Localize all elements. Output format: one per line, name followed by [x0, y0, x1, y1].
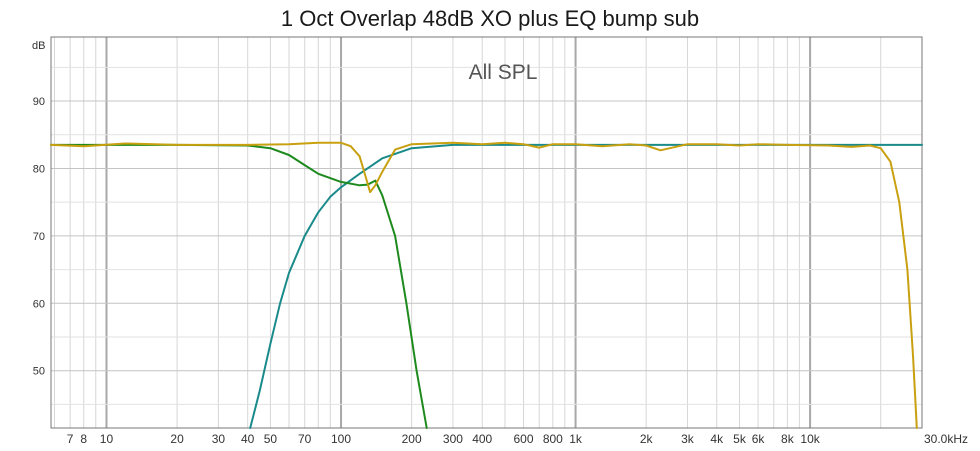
- y-tick-label: 60: [33, 298, 45, 310]
- x-tick-label: 600: [514, 432, 534, 446]
- x-tick-label: 30: [212, 432, 226, 446]
- x-tick-label: 7: [67, 432, 74, 446]
- chart-subtitle: All SPL: [469, 61, 538, 84]
- y-tick-label: 80: [33, 163, 45, 175]
- series-line: [249, 143, 923, 429]
- x-tick-label: 8: [80, 432, 87, 446]
- y-axis-label: dB: [32, 40, 45, 52]
- plot-frame: [50, 36, 923, 429]
- grid: [51, 37, 923, 428]
- x-tick-label: 10: [100, 432, 114, 446]
- x-tick-label: 8k: [781, 432, 795, 446]
- x-tick-label: 1k: [569, 432, 583, 446]
- series-line: [50, 141, 918, 429]
- x-tick-label: 70: [298, 432, 312, 446]
- x-tick-label: 2k: [640, 432, 654, 446]
- x-tick-label: 3k: [681, 432, 695, 446]
- x-tick-label: 10k: [800, 432, 820, 446]
- x-tick-label: 400: [472, 432, 492, 446]
- x-tick-label: 4k: [710, 432, 724, 446]
- x-tick-label: 40: [241, 432, 255, 446]
- y-tick-label: 50: [33, 366, 45, 378]
- chart-title: 1 Oct Overlap 48dB XO plus EQ bump sub: [280, 6, 700, 31]
- y-tick-label: 70: [33, 231, 45, 243]
- series-line: [50, 143, 428, 429]
- x-tick-label: 200: [402, 432, 422, 446]
- x-axis-unit-label: 30.0kHz: [924, 432, 968, 446]
- x-tick-label: 100: [331, 432, 351, 446]
- y-tick-label: 90: [33, 96, 45, 108]
- x-tick-labels: 7 8 10 20 30 40 50 70 100 200 300 400 600 800 1k 2k 3k 4k…: [67, 432, 821, 446]
- x-tick-label: 300: [443, 432, 463, 446]
- x-tick-label: 800: [543, 432, 563, 446]
- y-tick-labels: 50 60 70 80 90: [33, 96, 45, 378]
- x-tick-label: 5k: [733, 432, 747, 446]
- x-tick-label: 20: [170, 432, 184, 446]
- series-lines: [50, 141, 923, 429]
- x-tick-label: 6k: [752, 432, 766, 446]
- x-tick-label: 50: [264, 432, 278, 446]
